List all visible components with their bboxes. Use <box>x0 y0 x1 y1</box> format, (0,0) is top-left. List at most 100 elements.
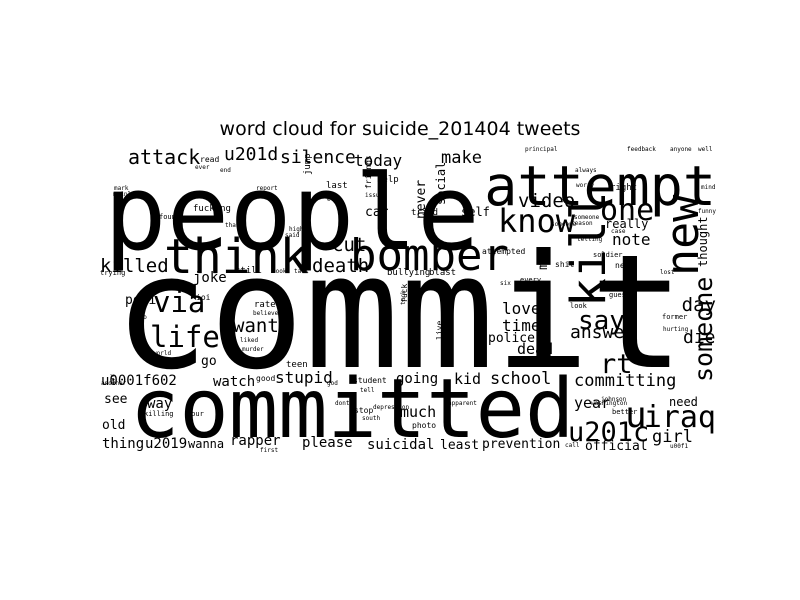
word-found: found <box>159 213 180 221</box>
word-man: man <box>536 247 551 270</box>
word-washington: washington <box>591 400 628 407</box>
word-ever: ever <box>195 164 210 171</box>
word-think: think <box>164 229 309 285</box>
word-new: new <box>656 194 709 276</box>
word-principal: principal <box>525 146 558 153</box>
word-much: much <box>400 403 436 421</box>
word-trying: trying <box>100 269 125 277</box>
word-next: next <box>615 261 634 270</box>
word-mainly: mainly <box>113 191 135 198</box>
word-student: student <box>353 376 387 385</box>
word-u0001f602: u0001f602 <box>101 373 177 389</box>
word-committing: committing <box>574 371 676 391</box>
word-life: life <box>150 320 220 354</box>
word-iraq: iraq <box>644 400 716 435</box>
word-dead: dead <box>517 340 553 358</box>
word-feedback: feedback <box>627 146 656 153</box>
word-kid: kid <box>454 370 481 388</box>
word-always: always <box>575 167 597 174</box>
word-look: look <box>570 302 588 310</box>
word-attempted: attempted <box>482 247 526 256</box>
word-first: first <box>260 447 278 453</box>
word-die: die <box>683 327 716 348</box>
word-old: old <box>102 418 125 433</box>
word-video: video <box>518 190 575 212</box>
word-today: today <box>354 151 403 170</box>
word-two: two <box>136 314 147 321</box>
word-cloud: commit people committed attempt think bomber k… <box>100 145 716 453</box>
word-apparent: apparent <box>448 400 477 407</box>
word-people: people <box>104 152 480 274</box>
word-tried: tried <box>411 208 438 218</box>
word-u: u <box>625 395 647 436</box>
word-world: world <box>153 350 171 357</box>
word-stupid: stupid <box>275 368 333 387</box>
word-cut: cut <box>332 234 366 256</box>
word-ioi: ioi <box>196 293 211 302</box>
word-former: former <box>662 313 687 321</box>
word-know: know <box>498 202 576 240</box>
word-stop: stop <box>354 406 373 415</box>
word-make: make <box>441 148 482 168</box>
word-attempt: attempt <box>484 154 716 218</box>
word-last: last <box>326 181 348 191</box>
word-girl: girl <box>652 427 693 447</box>
word-someone: someone <box>689 277 716 382</box>
word-fuck: fuck <box>400 284 409 303</box>
word-one: one <box>600 193 654 228</box>
word-way: way <box>147 396 172 412</box>
word-rate: rate <box>254 300 276 310</box>
word-johnson: johnson <box>601 396 627 403</box>
word-april: april <box>115 192 122 210</box>
word-shit: shit <box>555 260 574 269</box>
word-joke: joke <box>193 270 227 286</box>
word-wanna: wanna <box>188 437 224 451</box>
word-prevention: prevention <box>482 437 560 452</box>
word-killing: killing <box>144 410 174 418</box>
word-telling: telling <box>577 236 603 243</box>
word-fucking: fucking <box>193 204 231 214</box>
word-god: god <box>327 380 338 387</box>
word-rt: rt <box>600 349 633 380</box>
word-soldier: soldier <box>593 251 623 259</box>
word-kill: kill <box>561 191 617 307</box>
word-day: day <box>682 294 716 316</box>
word-killed: killed <box>100 255 169 277</box>
word-attack: attack <box>128 145 200 169</box>
word-guess: guess <box>609 291 630 299</box>
word-another: another <box>101 380 127 387</box>
word-read: read <box>200 155 219 164</box>
word-right: right <box>610 183 637 193</box>
word-gay: gay <box>109 374 116 385</box>
word-worry: worry <box>576 182 594 189</box>
word-please: please <box>302 435 353 451</box>
word-see: see <box>104 392 128 407</box>
word-going: going <box>396 371 438 387</box>
word-report: report <box>256 185 278 192</box>
word-thought: thought <box>696 216 710 267</box>
word-lost: lost <box>660 269 675 276</box>
word-help: help <box>377 175 399 185</box>
word-photo: photo <box>412 421 436 430</box>
word-call: call <box>565 442 580 449</box>
word-said: said <box>285 232 300 239</box>
word-anyone: anyone <box>670 146 692 153</box>
word-six: six <box>500 280 511 287</box>
word-jump: jump <box>303 153 313 175</box>
chart-title: word cloud for suicide_201404 tweets <box>219 118 581 140</box>
word-rapper: rapper <box>230 433 281 449</box>
word-friends: friends <box>364 155 373 189</box>
word-time: time <box>502 316 541 335</box>
word-answer: answer <box>570 322 635 343</box>
word-year: year <box>574 394 610 412</box>
word-never: never <box>414 180 429 219</box>
word-bullying: bullying <box>387 268 430 278</box>
word-tell: tell <box>360 387 375 394</box>
word-car: car <box>365 205 389 220</box>
word-south: south <box>362 415 380 422</box>
word-dont: dont <box>335 400 350 407</box>
word-u2019: u2019 <box>145 436 187 452</box>
word-peni: peni <box>125 293 156 308</box>
word-someone: someone <box>574 214 600 221</box>
